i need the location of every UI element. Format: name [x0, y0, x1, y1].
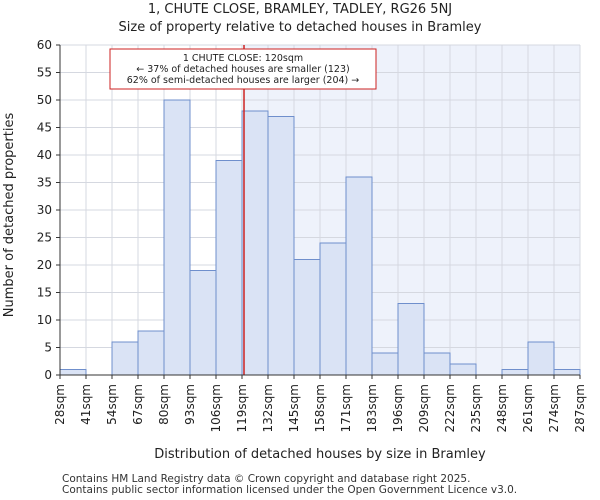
bar-222sqm — [449, 363, 477, 376]
annotation-line-2: ← 37% of detached houses are smaller (12… — [136, 64, 349, 75]
x-tick-label: 93sqm — [183, 384, 197, 425]
x-tick-label: 287sqm — [573, 384, 587, 432]
marker-annotation: 1 CHUTE CLOSE: 120sqm ← 37% of detached … — [109, 48, 377, 90]
footer-line-1: Contains HM Land Registry data © Crown c… — [62, 473, 471, 485]
bar-28sqm — [59, 369, 87, 376]
y-tick-label: 5 — [44, 341, 52, 355]
annotation-line-3: 62% of semi-detached houses are larger (… — [127, 75, 360, 86]
bar-274sqm — [553, 369, 581, 376]
x-tick-labels: 28sqm 41sqm 54sqm 67sqm 80sqm 93sqm 106sqm 119s… — [53, 375, 587, 432]
x-tick-label: 222sqm — [443, 384, 457, 432]
bar-145sqm — [293, 259, 321, 376]
footer-line-2: Contains public sector information licen… — [62, 484, 518, 496]
y-tick-label: 50 — [37, 93, 52, 107]
x-tick-label: 106sqm — [209, 384, 223, 432]
chart-title: 1, CHUTE CLOSE, BRAMLEY, TADLEY, RG26 5N… — [147, 2, 453, 17]
y-axis-label: Number of detached properties — [2, 113, 17, 318]
bar-54sqm — [111, 341, 139, 376]
bar-248sqm — [501, 369, 529, 376]
x-tick-label: 41sqm — [79, 384, 93, 425]
bar-67sqm — [137, 330, 165, 376]
x-tick-label: 171sqm — [339, 384, 353, 432]
y-tick-label: 10 — [37, 313, 52, 327]
x-tick-label: 235sqm — [469, 384, 483, 432]
y-tick-label: 20 — [37, 258, 52, 272]
y-tick-label: 45 — [37, 121, 52, 135]
x-tick-label: 80sqm — [157, 384, 171, 425]
x-tick-label: 209sqm — [417, 384, 431, 432]
y-tick-label: 55 — [37, 66, 52, 80]
annotation-line-1: 1 CHUTE CLOSE: 120sqm — [183, 53, 303, 64]
y-tick-label: 40 — [37, 148, 52, 162]
y-tick-label: 35 — [37, 176, 52, 190]
x-tick-label: 145sqm — [287, 384, 301, 432]
x-tick-label: 183sqm — [365, 384, 379, 432]
bar-106sqm — [215, 160, 243, 376]
x-tick-label: 196sqm — [391, 384, 405, 432]
bar-261sqm — [527, 341, 555, 376]
bars — [59, 99, 581, 376]
x-tick-label: 132sqm — [261, 384, 275, 432]
bar-132sqm — [267, 116, 295, 376]
x-tick-label: 248sqm — [495, 384, 509, 432]
y-tick-label: 25 — [37, 231, 52, 245]
x-tick-label: 261sqm — [521, 384, 535, 432]
x-tick-label: 158sqm — [313, 384, 327, 432]
bar-80sqm — [163, 99, 191, 376]
x-axis-label: Distribution of detached houses by size … — [154, 447, 486, 462]
bar-196sqm — [397, 303, 425, 376]
chart-subtitle: Size of property relative to detached ho… — [118, 20, 482, 35]
x-tick-label: 119sqm — [235, 384, 249, 432]
x-tick-label: 274sqm — [547, 384, 561, 432]
y-tick-label: 0 — [44, 368, 52, 382]
bar-119sqm — [241, 110, 269, 376]
x-tick-label: 67sqm — [131, 384, 145, 425]
y-tick-labels: 0 5 10 15 20 25 30 35 40 45 50 55 60 — [37, 38, 60, 382]
y-tick-label: 60 — [37, 38, 52, 52]
y-tick-label: 30 — [37, 203, 52, 217]
x-tick-label: 54sqm — [105, 384, 119, 425]
x-tick-label: 28sqm — [53, 384, 67, 425]
bar-93sqm — [189, 270, 217, 376]
bar-209sqm — [423, 352, 451, 376]
bar-158sqm — [319, 242, 347, 376]
annotation-box — [109, 48, 377, 90]
bar-171sqm — [345, 176, 373, 376]
bar-183sqm — [371, 352, 399, 376]
y-tick-label: 15 — [37, 286, 52, 300]
